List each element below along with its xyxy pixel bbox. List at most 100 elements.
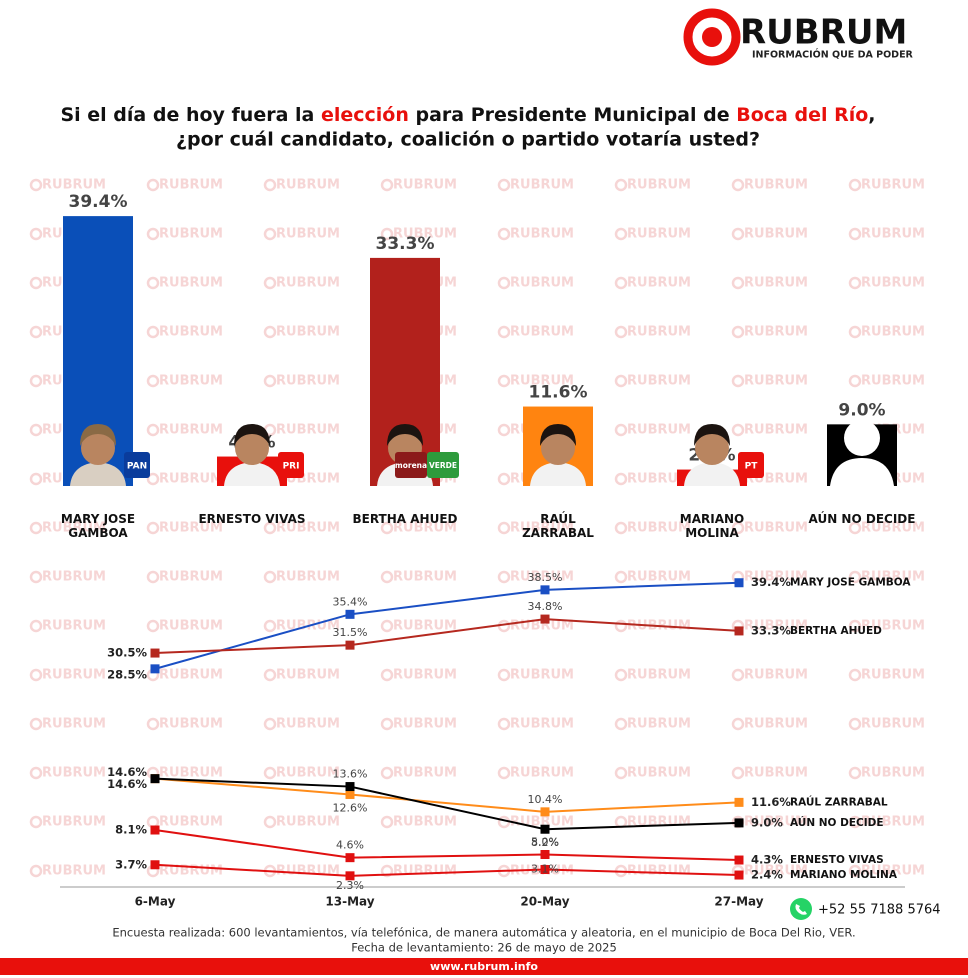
watermark: RUBRUM — [627, 766, 691, 781]
watermark-ring — [29, 717, 43, 731]
legend-label: ERNESTO VIVAS — [790, 854, 884, 866]
watermark: RUBRUM — [159, 717, 223, 732]
watermark: RUBRUM — [861, 276, 925, 291]
watermark: RUBRUM — [861, 717, 925, 732]
watermark: RUBRUM — [510, 374, 574, 389]
marker — [150, 860, 160, 870]
value-label: 33.3% — [376, 234, 435, 254]
watermark-ring — [614, 619, 628, 633]
watermark-ring — [497, 717, 511, 731]
watermark: RUBRUM — [627, 570, 691, 585]
watermark-ring — [731, 227, 745, 241]
line — [154, 777, 740, 831]
watermark: RUBRUM — [744, 766, 808, 781]
value-label: 8.2% — [531, 836, 559, 849]
line — [154, 863, 740, 877]
watermark-ring — [29, 178, 43, 192]
brand: RUBRUM — [740, 13, 907, 53]
watermark: RUBRUM — [42, 178, 106, 193]
x-tick-label: AÚN NO DECIDE — [808, 512, 916, 526]
party-logo-text: morena — [395, 461, 427, 470]
watermark-ring — [614, 374, 628, 388]
watermark: RUBRUM — [159, 521, 223, 536]
watermark: RUBRUM — [744, 325, 808, 340]
value-label: 9.0% — [838, 400, 885, 420]
watermark-ring — [146, 815, 160, 829]
question-line-2: ¿por cuál candidato, coalición o partido… — [176, 129, 760, 151]
marker — [734, 855, 744, 865]
watermark: RUBRUM — [393, 668, 457, 683]
watermark-ring — [29, 423, 43, 437]
watermark-ring — [29, 472, 43, 486]
watermark: RUBRUM — [627, 227, 691, 242]
watermark-ring — [497, 521, 511, 535]
party-logo-text: VERDE — [429, 461, 457, 470]
watermark: RUBRUM — [276, 521, 340, 536]
marker — [734, 797, 744, 807]
watermark: RUBRUM — [744, 423, 808, 438]
value-label: 3.1% — [531, 863, 559, 876]
watermark-ring — [497, 374, 511, 388]
watermark: RUBRUM — [861, 815, 925, 830]
silhouette-body — [830, 458, 894, 486]
watermark-ring — [146, 570, 160, 584]
watermark: RUBRUM — [744, 815, 808, 830]
watermark-ring — [263, 227, 277, 241]
watermark: RUBRUM — [42, 766, 106, 781]
watermark-ring — [848, 619, 862, 633]
marker — [150, 774, 160, 784]
watermark-ring — [29, 521, 43, 535]
watermark: RUBRUM — [861, 374, 925, 389]
watermark-ring — [497, 472, 511, 486]
watermark: RUBRUM — [276, 325, 340, 340]
watermark-ring — [29, 570, 43, 584]
party-logo-text: PRI — [283, 462, 300, 472]
line — [154, 618, 740, 655]
watermark: RUBRUM — [159, 472, 223, 487]
watermark: RUBRUM — [276, 570, 340, 585]
x-tick-label: 27-May — [714, 895, 763, 909]
watermark-ring — [29, 864, 43, 878]
watermark: RUBRUM — [510, 276, 574, 291]
watermark: RUBRUM — [861, 325, 925, 340]
watermark-ring — [380, 521, 394, 535]
watermark-ring — [380, 864, 394, 878]
watermark-ring — [263, 717, 277, 731]
watermark: RUBRUM — [744, 521, 808, 536]
watermark-ring — [263, 521, 277, 535]
watermark: RUBRUM — [861, 521, 925, 536]
watermark: RUBRUM — [627, 864, 691, 879]
note: Fecha de levantamiento: 26 de mayo de 20… — [351, 941, 617, 955]
question-line-1: Si el día de hoy fuera la elección para … — [60, 104, 875, 126]
watermark-ring — [614, 276, 628, 290]
marker — [345, 782, 355, 792]
marker — [540, 850, 550, 859]
watermark: RUBRUM — [510, 717, 574, 732]
watermark: RUBRUM — [510, 668, 574, 683]
watermark: RUBRUM — [744, 178, 808, 193]
x-tick-label: 13-May — [325, 895, 374, 909]
watermark-ring — [263, 619, 277, 633]
watermark: RUBRUM — [276, 864, 340, 879]
watermark: RUBRUM — [42, 815, 106, 830]
watermark: RUBRUM — [861, 619, 925, 634]
watermark-ring — [497, 227, 511, 241]
watermark-ring — [848, 227, 862, 241]
x-tick-label: MARIANO MOLINA — [679, 512, 745, 540]
marker — [150, 648, 160, 658]
watermark: RUBRUM — [627, 374, 691, 389]
watermark-ring — [29, 815, 43, 829]
watermark-ring — [614, 423, 628, 437]
marker — [734, 626, 744, 636]
watermark: RUBRUM — [393, 864, 457, 879]
logo-ring — [683, 8, 741, 66]
watermark-ring — [497, 276, 511, 290]
watermark-ring — [497, 766, 511, 780]
watermark-ring — [848, 325, 862, 339]
marker — [540, 614, 550, 624]
party-logo-text: PAN — [127, 462, 147, 472]
watermark: RUBRUM — [159, 423, 223, 438]
watermark: RUBRUM — [510, 570, 574, 585]
watermark-ring — [614, 325, 628, 339]
watermark: RUBRUM — [627, 325, 691, 340]
